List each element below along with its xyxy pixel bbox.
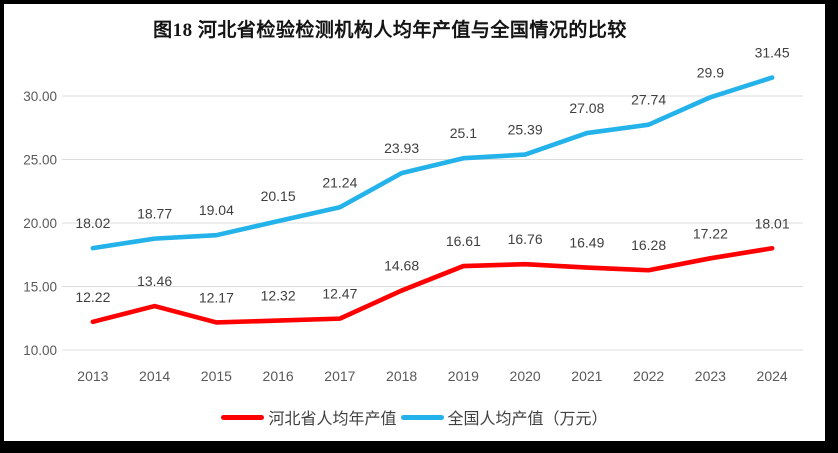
legend-item-national: 全国人均产值（万元） — [400, 405, 608, 429]
y-axis-tick-label: 15.00 — [23, 280, 57, 295]
red-line-swatch-icon — [221, 414, 265, 420]
data-label: 16.76 — [508, 231, 543, 247]
data-label: 16.49 — [569, 235, 604, 251]
legend-label-hebei: 河北省人均年产值 — [268, 411, 397, 428]
data-label: 29.9 — [697, 64, 724, 80]
y-axis-tick-label: 30.00 — [23, 89, 57, 104]
y-axis-tick-label: 25.00 — [23, 153, 57, 168]
y-axis-tick-label: 10.00 — [23, 343, 57, 358]
data-label: 18.77 — [137, 206, 172, 222]
data-label: 12.32 — [261, 288, 296, 304]
data-label: 25.39 — [508, 122, 543, 138]
legend-label-national: 全国人均产值（万元） — [447, 411, 608, 428]
data-label: 31.45 — [755, 45, 790, 61]
y-axis-tick-label: 20.00 — [23, 216, 57, 231]
data-label: 14.68 — [384, 258, 419, 274]
data-label: 27.08 — [569, 100, 604, 116]
data-label: 18.02 — [75, 215, 110, 231]
data-label: 13.46 — [137, 273, 172, 289]
data-label: 20.15 — [261, 188, 296, 204]
chart-title: 图18 河北省检验检测机构人均年产值与全国情况的比较 — [153, 20, 627, 41]
data-label: 21.24 — [322, 174, 357, 190]
x-axis-label: 2021 — [571, 368, 602, 384]
data-label: 12.22 — [75, 289, 110, 305]
data-label: 19.04 — [199, 202, 234, 218]
blue-line-swatch-icon — [400, 414, 444, 420]
x-axis-label: 2015 — [201, 368, 232, 384]
x-axis-label: 2013 — [77, 368, 108, 384]
data-label: 12.47 — [322, 286, 357, 302]
series-line-1 — [90, 75, 775, 251]
data-label: 16.28 — [631, 237, 666, 253]
x-axis-label: 2017 — [324, 368, 355, 384]
data-label: 23.93 — [384, 140, 419, 156]
data-label: 18.01 — [755, 215, 790, 231]
x-axis-label: 2020 — [510, 368, 541, 384]
line-chart-plot-area: 30.00 25.00 20.00 15.00 10.00 2013 2014 2015 201… — [23, 45, 803, 384]
series-line-0 — [90, 245, 775, 325]
legend-item-hebei: 河北省人均年产值 — [221, 405, 397, 429]
x-axis-label: 2024 — [757, 368, 788, 384]
x-axis-label: 2023 — [695, 368, 726, 384]
x-axis-label: 2019 — [448, 368, 479, 384]
data-label: 17.22 — [693, 225, 728, 241]
legend: 河北省人均年产值 全国人均产值（万元） — [4, 405, 825, 429]
x-axis-label: 2022 — [633, 368, 664, 384]
data-label: 25.1 — [450, 125, 477, 141]
data-label: 27.74 — [631, 92, 666, 108]
data-label: 12.17 — [199, 289, 234, 305]
x-axis-label: 2016 — [263, 368, 294, 384]
x-axis-label: 2018 — [386, 368, 417, 384]
x-axis-label: 2014 — [139, 368, 170, 384]
data-label: 16.61 — [446, 233, 481, 249]
